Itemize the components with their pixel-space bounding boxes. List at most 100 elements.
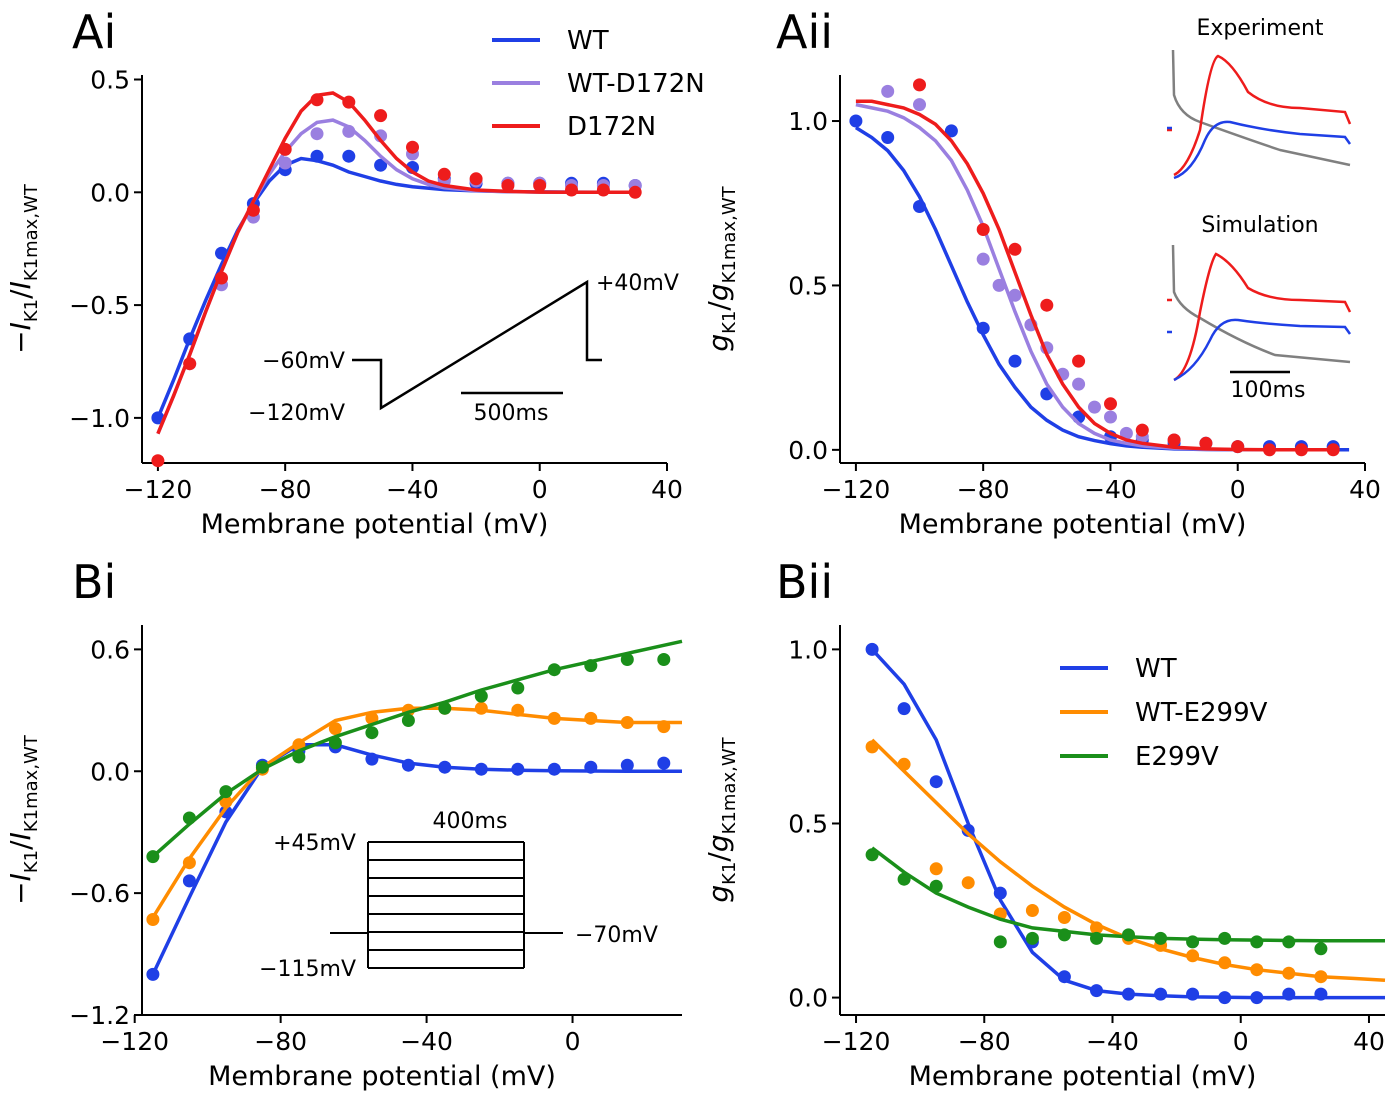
y-tick-label: 0.0 bbox=[788, 436, 828, 465]
data-point bbox=[374, 129, 388, 143]
data-point bbox=[1326, 443, 1340, 457]
data-point bbox=[620, 716, 634, 729]
series-d172n bbox=[151, 91, 642, 468]
x-tick-label: 40 bbox=[651, 475, 683, 504]
x-tick-label: −40 bbox=[1084, 475, 1137, 504]
data-point bbox=[401, 714, 415, 727]
data-point bbox=[438, 701, 452, 715]
data-point bbox=[292, 750, 306, 764]
x-axis-label: Membrane potential (mV) bbox=[208, 1061, 556, 1092]
legend-label: WT-E299V bbox=[1135, 698, 1268, 728]
y-tick-label: −0.6 bbox=[69, 879, 130, 908]
data-point bbox=[1090, 984, 1103, 998]
data-point bbox=[944, 124, 958, 138]
data-point bbox=[342, 149, 356, 163]
data-point bbox=[215, 246, 228, 260]
data-point bbox=[1135, 423, 1149, 437]
x-tick-label: 40 bbox=[1353, 1027, 1385, 1056]
legend-label: WT bbox=[1135, 654, 1177, 684]
data-point bbox=[511, 762, 525, 776]
aii-label-scale: 100ms bbox=[1231, 378, 1306, 403]
data-point bbox=[215, 271, 228, 285]
series-e299v bbox=[146, 639, 683, 864]
data-point bbox=[219, 785, 233, 799]
data-point bbox=[992, 278, 1006, 292]
data-point bbox=[913, 98, 926, 112]
data-point bbox=[1025, 931, 1039, 945]
data-point bbox=[961, 823, 975, 837]
bi-step-traces bbox=[330, 841, 563, 969]
y-tick-label: −0.5 bbox=[69, 291, 130, 320]
panel-label-bi: Bi bbox=[72, 555, 116, 609]
data-point bbox=[310, 127, 324, 141]
data-point bbox=[151, 411, 165, 425]
data-point bbox=[1057, 911, 1071, 924]
data-point bbox=[1199, 436, 1213, 450]
data-point bbox=[1250, 991, 1264, 1005]
data-point bbox=[1040, 298, 1054, 312]
data-point bbox=[146, 967, 160, 981]
x-tick-label: −80 bbox=[254, 1027, 307, 1056]
data-point bbox=[565, 183, 578, 197]
data-point bbox=[511, 681, 525, 695]
data-point bbox=[278, 156, 292, 170]
data-point bbox=[897, 872, 911, 886]
data-point bbox=[1231, 440, 1245, 454]
y-axis-label: −IK1/IK1max,WT bbox=[4, 734, 42, 905]
data-point bbox=[865, 848, 879, 862]
data-point bbox=[374, 109, 388, 123]
data-point bbox=[1294, 443, 1308, 457]
y-tick-label: 0.0 bbox=[90, 178, 130, 207]
fit-line bbox=[870, 648, 1385, 1000]
y-axis-label: −IK1/IK1max,WT bbox=[4, 183, 42, 354]
y-tick-label: −1.0 bbox=[69, 404, 130, 433]
aii-sim-trace-gray bbox=[1171, 244, 1351, 364]
data-point bbox=[547, 711, 561, 725]
data-point bbox=[1072, 377, 1086, 391]
data-point bbox=[1154, 931, 1168, 945]
data-point bbox=[1088, 400, 1101, 414]
data-point bbox=[596, 183, 610, 197]
data-point bbox=[1008, 242, 1022, 256]
x-tick-label: −40 bbox=[400, 1027, 453, 1056]
series-e299v bbox=[865, 846, 1385, 956]
data-point bbox=[865, 642, 879, 656]
data-point bbox=[584, 659, 598, 673]
data-point bbox=[1008, 354, 1022, 368]
data-point bbox=[365, 726, 379, 740]
panel-bii: −120 −80 −40 0 40 1.0 0.5 0.0 Membrane potential… bbox=[702, 625, 1386, 1092]
data-point bbox=[897, 757, 911, 771]
data-point bbox=[1218, 956, 1232, 970]
x-tick-label: −120 bbox=[822, 475, 891, 504]
data-point bbox=[182, 811, 196, 825]
data-point bbox=[406, 140, 419, 154]
data-point bbox=[1186, 987, 1200, 1001]
data-point bbox=[1090, 931, 1103, 945]
aii-sim-trace-red bbox=[1167, 252, 1352, 382]
data-point bbox=[182, 856, 196, 870]
aii-exp-trace-red bbox=[1167, 54, 1352, 177]
data-point bbox=[255, 760, 269, 774]
data-point bbox=[1250, 963, 1264, 977]
data-point bbox=[310, 93, 324, 107]
series-wt-e299v bbox=[865, 738, 1386, 984]
data-point bbox=[961, 876, 975, 890]
panel-aii: −120 −80 −40 0 40 1.0 0.5 0.0 Membrane potential… bbox=[702, 75, 1381, 540]
data-point bbox=[976, 252, 990, 266]
x-tick-label: −120 bbox=[124, 475, 193, 504]
data-point bbox=[501, 179, 515, 192]
panel-label-bii: Bii bbox=[776, 555, 833, 609]
series-d172n bbox=[855, 78, 1340, 457]
data-point bbox=[865, 740, 879, 754]
x-axis-label: Membrane potential (mV) bbox=[909, 1061, 1257, 1092]
data-point bbox=[1057, 970, 1071, 984]
data-point bbox=[246, 203, 260, 217]
fit-line bbox=[156, 91, 636, 435]
data-point bbox=[881, 131, 895, 144]
series-wt-d172n bbox=[156, 118, 642, 435]
data-point bbox=[547, 762, 561, 776]
data-point bbox=[897, 702, 911, 716]
data-point bbox=[401, 758, 415, 772]
data-point bbox=[328, 736, 342, 750]
